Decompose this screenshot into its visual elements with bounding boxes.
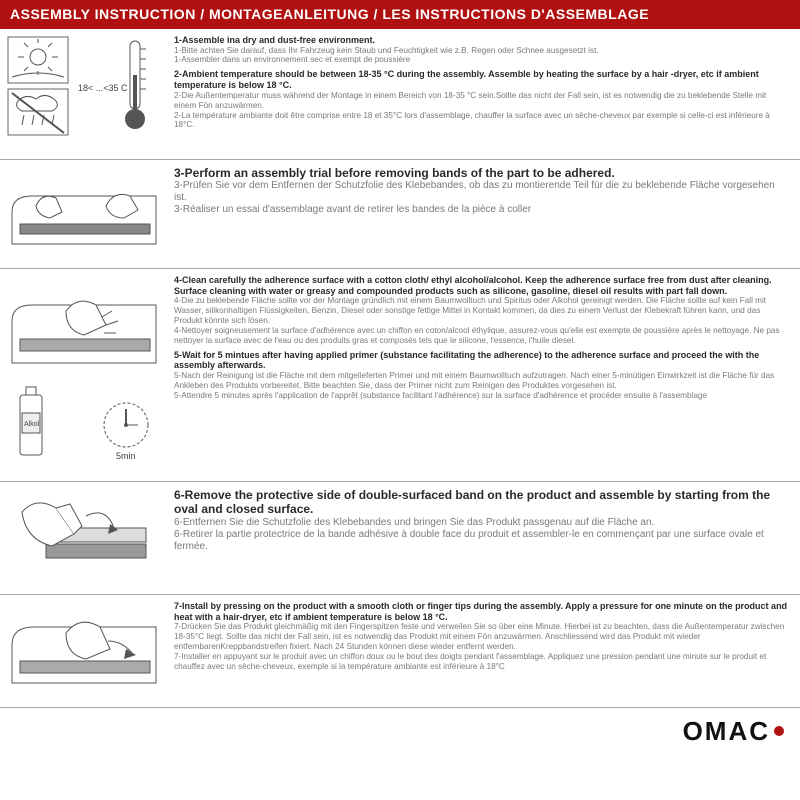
step-4: 4-Clean carefully the adherence surface … <box>174 275 790 346</box>
text-col-1: 1-Assemble ina dry and dust-free environ… <box>170 29 800 159</box>
text-col-4: 6-Remove the protective side of double-s… <box>170 482 800 594</box>
illustration-4 <box>0 482 170 594</box>
step2-fr: 2-La température ambiante doit être comp… <box>174 111 790 131</box>
step6-de: 6-Entfernen Sie die Schutzfolie des Kleb… <box>174 517 790 529</box>
step-6: 6-Remove the protective side of double-s… <box>174 488 790 553</box>
step6-title: 6-Remove the protective side of double-s… <box>174 488 790 517</box>
step2-de: 2-Die Außentemperatur muss während der M… <box>174 91 790 111</box>
step-row-4: 6-Remove the protective side of double-s… <box>0 482 800 595</box>
step-1: 1-Assemble ina dry and dust-free environ… <box>174 35 790 65</box>
footer: OMAC <box>0 708 800 755</box>
step1-fr: 1-Assembler dans un environnement sec et… <box>174 55 790 65</box>
header-title: ASSEMBLY INSTRUCTION / MONTAGEANLEITUNG … <box>0 0 800 29</box>
step3-fr: 3-Réaliser un essai d'assemblage avant d… <box>174 204 790 216</box>
step5-fr: 5-Attendre 5 minutes après l'application… <box>174 391 790 401</box>
step-row-1: 18< ...<35 C 1-Assemble ina dry and dust… <box>0 29 800 160</box>
step3-de: 3-Prüfen Sie vor dem Entfernen der Schut… <box>174 180 790 204</box>
step2-title: 2-Ambient temperature should be between … <box>174 69 790 91</box>
step3-title: 3-Perform an assembly trial before remov… <box>174 166 790 180</box>
text-col-3: 4-Clean carefully the adherence surface … <box>170 269 800 481</box>
step-3: 3-Perform an assembly trial before remov… <box>174 166 790 216</box>
illustration-3: Alkol 5min <box>0 269 170 481</box>
step-5: 5-Wait for 5 mintues after having applie… <box>174 350 790 401</box>
step-2: 2-Ambient temperature should be between … <box>174 69 790 130</box>
step-7: 7-Install by pressing on the product wit… <box>174 601 790 672</box>
step6-fr: 6-Retirer la partie protectrice de la ba… <box>174 529 790 553</box>
step4-fr: 4-Nettoyer soigneusement la surface d'ad… <box>174 326 790 346</box>
timer-label: 5min <box>116 451 136 461</box>
temp-label: 18< ...<35 C <box>78 83 128 93</box>
step7-fr: 7-Installer en appuyant sur le produit a… <box>174 652 790 672</box>
step5-de: 5-Nach der Reinigung ist die Fläche mit … <box>174 371 790 391</box>
step1-title: 1-Assemble ina dry and dust-free environ… <box>174 35 790 46</box>
illustration-5 <box>0 595 170 707</box>
step7-de: 7-Drücken Sie das Produkt gleichmäßig mi… <box>174 622 790 652</box>
logo-text: OMAC <box>683 716 770 747</box>
illustration-2 <box>0 160 170 268</box>
illustration-1: 18< ...<35 C <box>0 29 170 159</box>
step-row-3: Alkol 5min 4-Clean carefully the adheren… <box>0 269 800 482</box>
text-col-2: 3-Perform an assembly trial before remov… <box>170 160 800 268</box>
logo-dot-icon <box>774 726 784 736</box>
step7-title: 7-Install by pressing on the product wit… <box>174 601 790 623</box>
step-row-5: 7-Install by pressing on the product wit… <box>0 595 800 708</box>
step4-title: 4-Clean carefully the adherence surface … <box>174 275 790 297</box>
alkol-label: Alkol <box>24 421 40 428</box>
step1-de: 1-Bitte achten Sie darauf, dass Ihr Fahr… <box>174 46 790 56</box>
step5-title: 5-Wait for 5 mintues after having applie… <box>174 350 790 372</box>
step4-de: 4-Die zu beklebende Fläche sollte vor de… <box>174 296 790 326</box>
step-row-2: 3-Perform an assembly trial before remov… <box>0 160 800 269</box>
text-col-5: 7-Install by pressing on the product wit… <box>170 595 800 707</box>
